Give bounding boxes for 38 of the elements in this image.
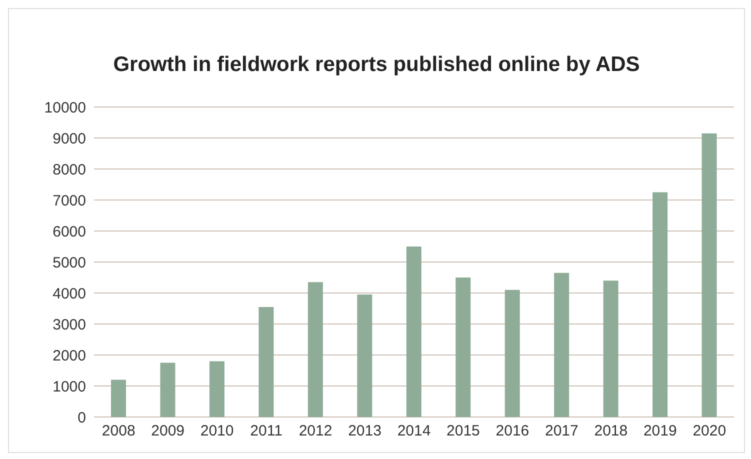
bar (652, 192, 668, 417)
x-tick-label: 2013 (348, 422, 382, 440)
bar (308, 282, 323, 417)
bar (504, 290, 520, 417)
x-tick-label: 2019 (643, 422, 677, 440)
y-tick-label: 7000 (52, 192, 86, 210)
bar (160, 362, 176, 417)
x-tick-label: 2018 (594, 422, 628, 440)
bar (258, 306, 274, 417)
y-tick-label: 10000 (44, 99, 86, 116)
y-tick-label: 1000 (52, 378, 86, 396)
x-tick-label: 2011 (250, 422, 282, 440)
bar (456, 278, 471, 417)
x-tick-label: 2010 (200, 422, 234, 440)
y-tick-label: 9000 (52, 130, 86, 148)
y-tick-label: 8000 (52, 161, 86, 178)
y-tick-label: 0 (78, 409, 86, 426)
x-tick-label: 2017 (545, 422, 578, 440)
y-tick-label: 2000 (52, 347, 86, 364)
bar (406, 246, 422, 417)
bar (111, 380, 126, 417)
bar (554, 272, 570, 417)
y-tick-label: 4000 (52, 285, 86, 302)
bar (209, 361, 224, 417)
x-tick-label: 2015 (446, 422, 480, 440)
x-tick-label: 2020 (692, 422, 726, 440)
chart-title: Growth in fieldwork reports published online by ADS (112, 53, 641, 77)
x-tick-label: 2014 (397, 422, 431, 440)
x-tick-label: 2008 (102, 422, 136, 440)
y-tick-label: 6000 (52, 223, 86, 240)
y-tick-label: 5000 (52, 254, 86, 272)
bar (603, 280, 618, 417)
bar (702, 133, 717, 417)
x-tick-label: 2012 (298, 422, 332, 440)
y-tick-label: 3000 (52, 316, 86, 334)
x-tick-label: 2016 (496, 422, 530, 440)
bar (357, 294, 372, 417)
x-tick-label: 2009 (151, 422, 185, 440)
